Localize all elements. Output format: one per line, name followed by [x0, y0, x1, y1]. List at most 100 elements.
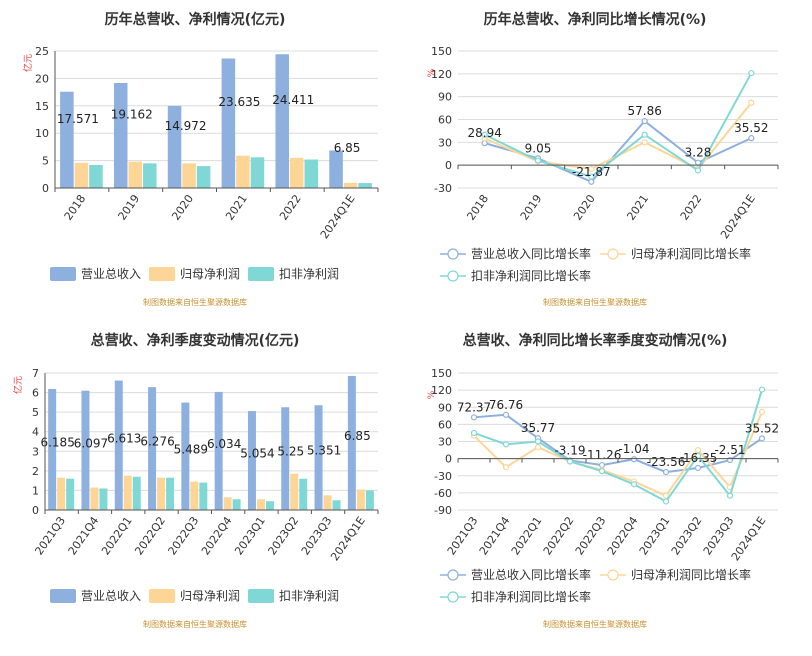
line-point — [748, 69, 755, 77]
line-point — [694, 446, 702, 454]
bar-deducted-profit — [199, 482, 208, 510]
legend-marker — [447, 569, 459, 581]
bar-deducted-profit — [143, 163, 157, 188]
data-label: 6.613 — [107, 431, 141, 445]
chart-title: 历年总营收、净利情况(亿元) — [105, 11, 286, 28]
annual-growth-chart: 历年总营收、净利同比增长情况(%) % 28.94 9.05 -21.87 57.86… — [427, 11, 779, 307]
data-label: 19.162 — [111, 107, 153, 121]
legend-swatch — [50, 589, 76, 603]
legend-label: 扣非净利润 — [279, 267, 339, 281]
line-point — [641, 139, 648, 146]
line-point — [598, 461, 606, 469]
legend-label: 归母净利润同比增长率 — [631, 246, 751, 261]
x-tick-label: 2022Q4 — [605, 514, 641, 557]
bar-revenue — [48, 388, 57, 510]
line-point — [726, 492, 734, 499]
x-tick-label: 2019 — [518, 192, 545, 222]
bar-revenue — [114, 380, 123, 510]
y-tick-label: 7 — [32, 367, 39, 380]
x-tick-label: 2022Q2 — [132, 514, 168, 557]
y-tick-label: 3 — [32, 445, 39, 458]
y-tick-label: 4 — [32, 426, 39, 439]
line-point — [630, 456, 638, 463]
data-label: 76.76 — [489, 398, 523, 412]
x-tick-label: 2021Q4 — [477, 514, 513, 557]
line-point — [534, 444, 542, 451]
bar-net-profit — [223, 497, 232, 510]
x-tick-label: 2023Q1 — [232, 514, 268, 557]
y-tick-label: 60 — [438, 114, 452, 127]
y-tick-label: 6 — [32, 387, 39, 400]
x-tick-label: 2022Q2 — [541, 514, 577, 557]
bar-net-profit — [289, 157, 304, 188]
y-tick-label: 120 — [431, 384, 452, 397]
data-label: 57.86 — [627, 104, 661, 118]
legend-marker — [607, 569, 619, 581]
bar-deducted-profit — [250, 157, 265, 188]
line-point — [748, 99, 755, 106]
data-label: 28.94 — [467, 126, 501, 140]
legend-label: 扣非净利润同比增长率 — [471, 589, 591, 604]
legend-label: 归母净利润 — [180, 589, 240, 603]
y-tick-label: -30 — [434, 182, 452, 195]
data-label: 6.034 — [207, 437, 241, 451]
legend-label: 营业总收入 — [81, 267, 141, 281]
bar-net-profit — [90, 487, 99, 510]
x-tick-label: 2022Q1 — [509, 514, 545, 557]
bar-net-profit — [128, 161, 143, 188]
bar-deducted-profit — [132, 476, 141, 510]
line-point — [502, 411, 510, 418]
series-line-1 — [473, 411, 763, 497]
source-note: 制图数据来自恒生聚源数据库 — [543, 619, 647, 629]
line-point — [641, 118, 648, 125]
legend-marker — [447, 591, 459, 603]
source-note: 制图数据来自恒生聚源数据库 — [143, 619, 247, 629]
line-point — [598, 468, 606, 475]
x-tick-label: 2018 — [464, 192, 491, 222]
line-point — [534, 157, 542, 164]
line-point — [694, 167, 702, 174]
data-label: -11.26 — [583, 448, 622, 462]
y-tick-label: 1 — [32, 484, 39, 497]
line-point — [588, 165, 595, 173]
line-point — [758, 386, 766, 393]
bar-revenue — [60, 91, 74, 188]
bar-deducted-profit — [232, 499, 241, 510]
legend-label: 归母净利润同比增长率 — [631, 567, 751, 582]
x-tick-label: 2023Q2 — [266, 514, 302, 557]
bar-revenue — [275, 54, 289, 188]
data-label: 17.571 — [57, 112, 99, 126]
bar-revenue — [347, 375, 356, 510]
data-label: -3.19 — [554, 443, 585, 457]
bar-net-profit — [74, 162, 89, 188]
data-label: 35.52 — [745, 421, 779, 435]
line-point — [758, 408, 766, 415]
y-tick-label: 120 — [431, 68, 452, 81]
y-tick-label: 90 — [438, 401, 452, 414]
line-point — [662, 468, 670, 476]
legend-label: 营业总收入同比增长率 — [471, 246, 591, 261]
y-unit-label: 亿元 — [12, 376, 24, 394]
line-point — [694, 464, 702, 472]
bar-net-profit — [343, 182, 358, 188]
bar-revenue — [181, 402, 190, 510]
data-label: 35.52 — [734, 121, 768, 135]
x-tick-label: 2023Q2 — [669, 514, 705, 557]
x-tick-label: 2018 — [62, 192, 89, 222]
data-label: -21.87 — [572, 165, 611, 179]
y-tick-label: 60 — [438, 418, 452, 431]
data-label: 72.37 — [457, 400, 491, 414]
data-label: 6.276 — [140, 435, 174, 449]
bar-net-profit — [290, 473, 299, 510]
line-point — [758, 435, 766, 442]
line-point — [641, 131, 648, 138]
bar-revenue — [167, 105, 182, 188]
bar-revenue — [221, 58, 236, 189]
line-point — [630, 481, 638, 488]
x-tick-label: 2021 — [223, 192, 250, 222]
y-tick-label: -90 — [434, 504, 452, 517]
y-tick-label: 15 — [35, 100, 49, 113]
x-tick-label: 2022 — [277, 192, 304, 222]
bar-deducted-profit — [99, 488, 108, 510]
data-label: 6.85 — [334, 141, 361, 155]
